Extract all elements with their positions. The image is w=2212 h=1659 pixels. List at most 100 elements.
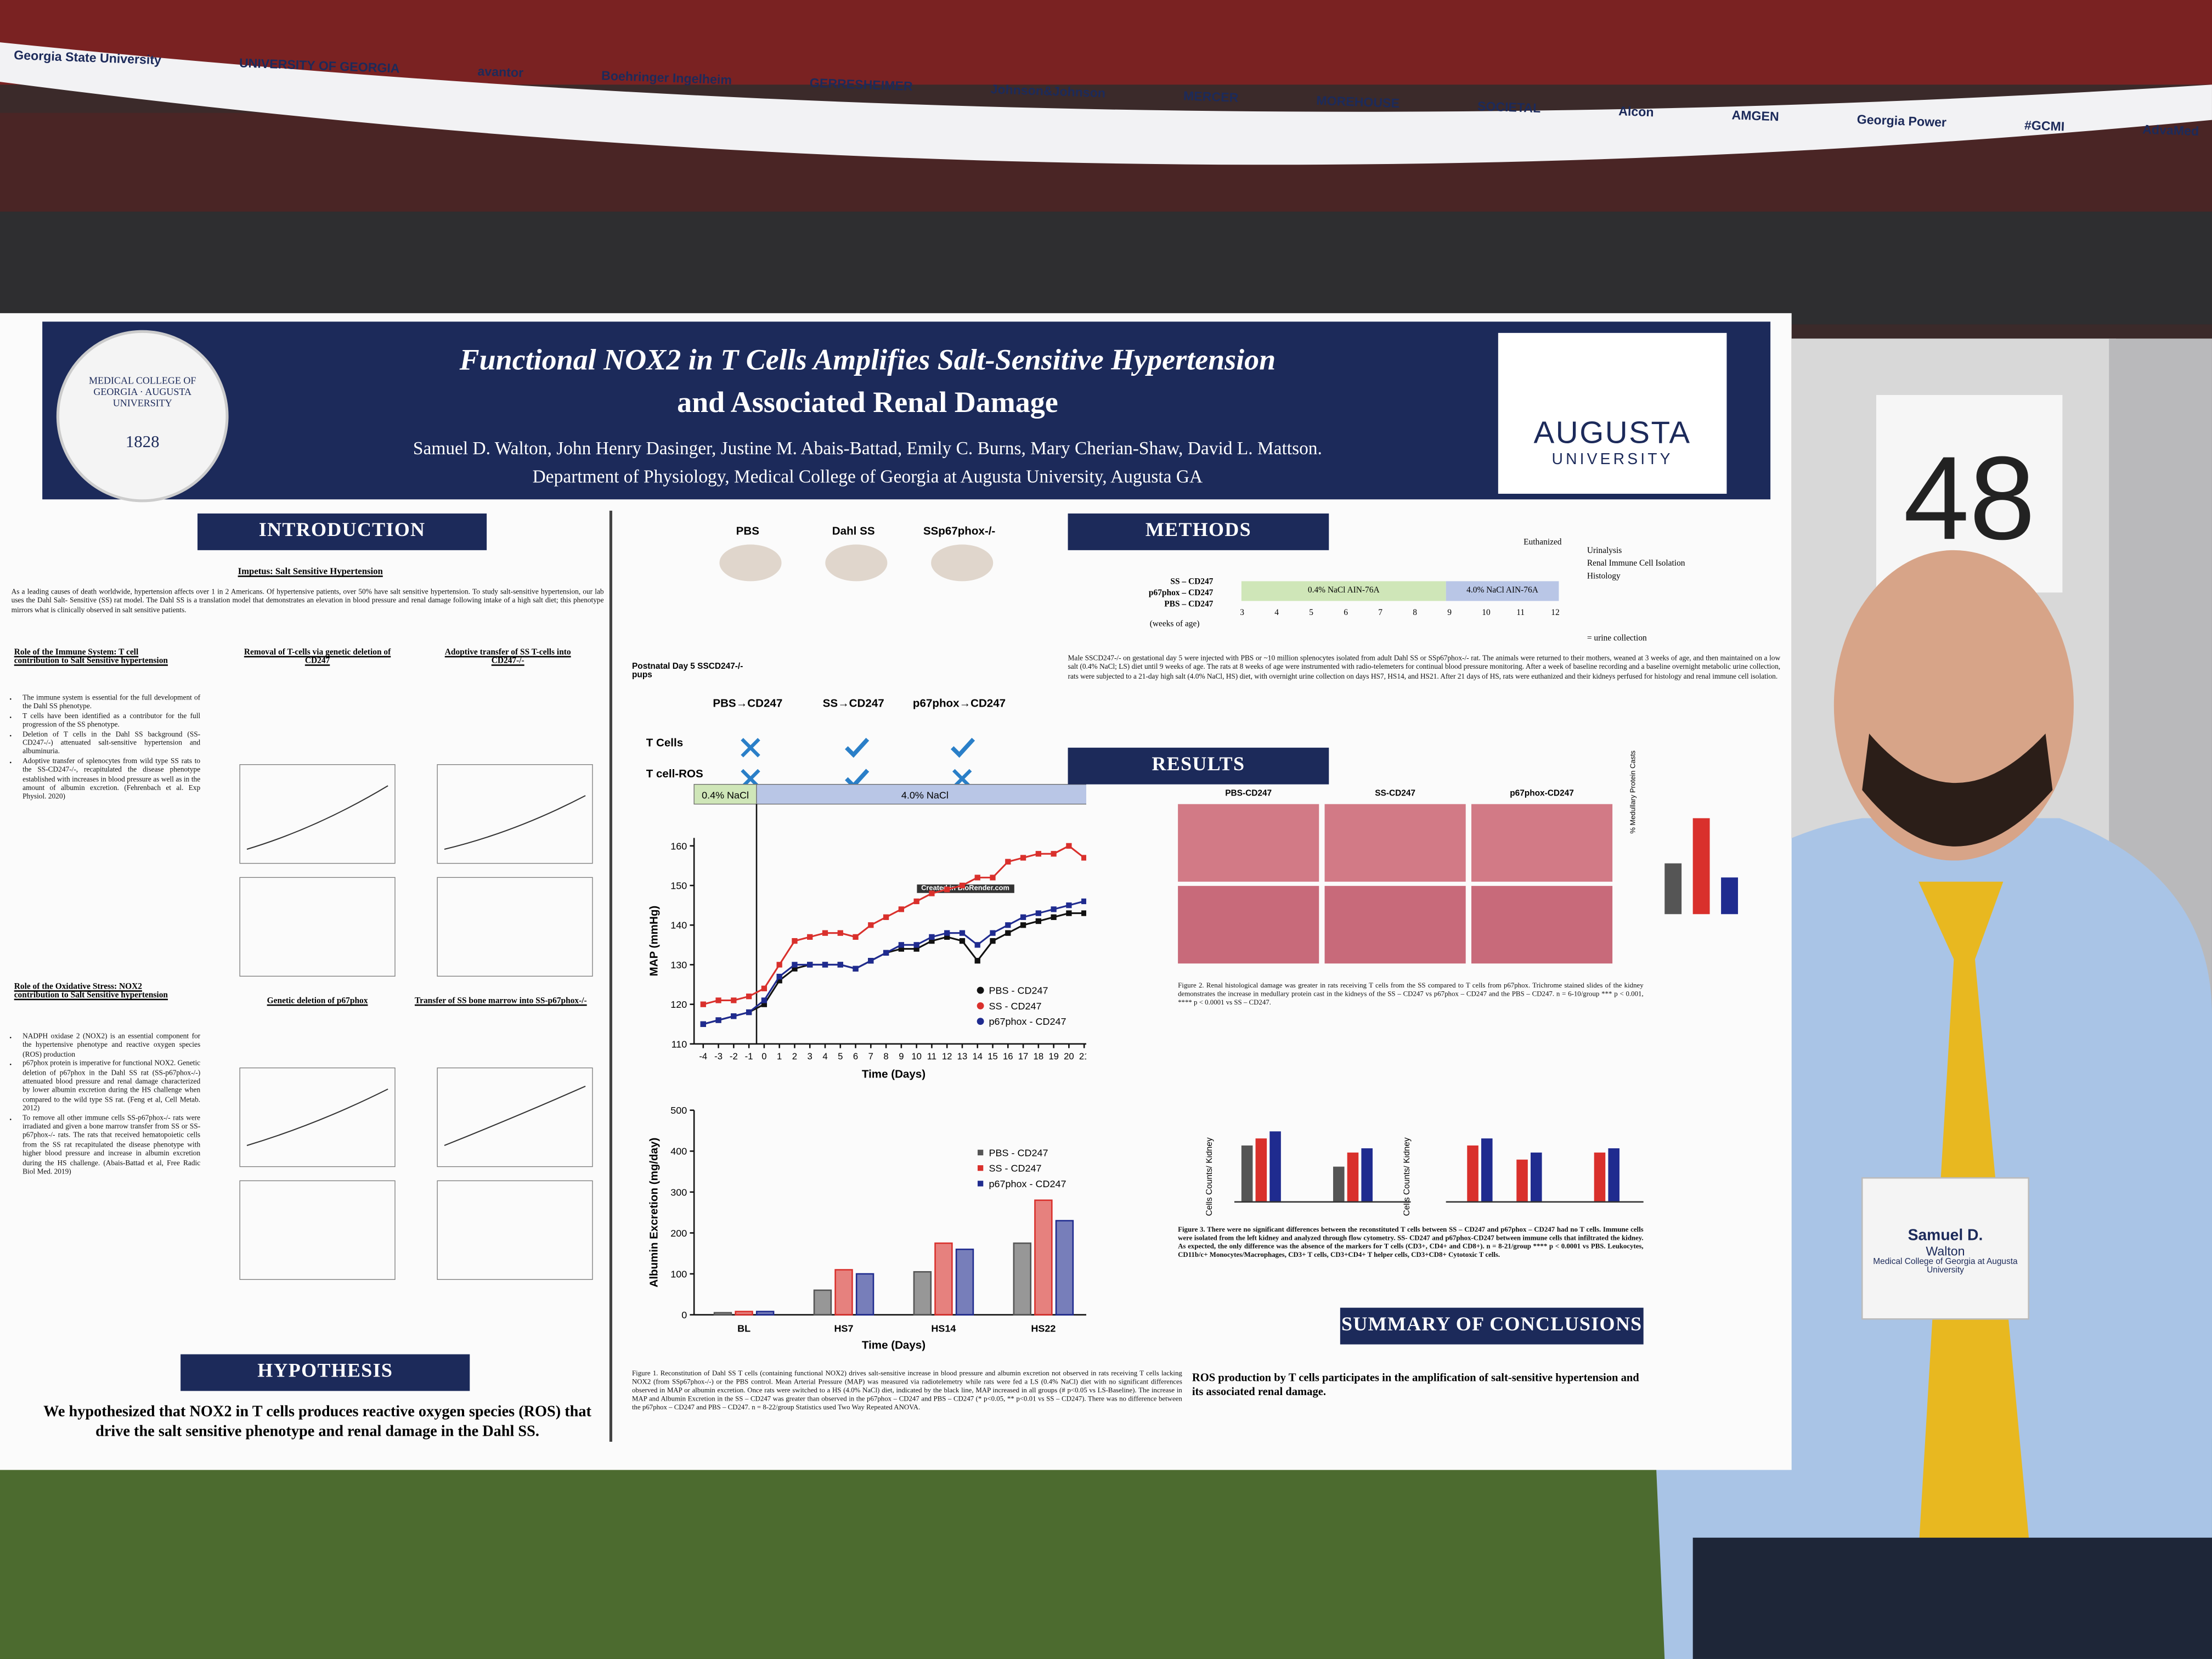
point bbox=[1020, 914, 1026, 920]
recipient-label: PBS→CD247 bbox=[713, 697, 783, 710]
point bbox=[913, 942, 919, 948]
endpoint: Renal Immune Cell Isolation bbox=[1587, 560, 1685, 569]
histo-image bbox=[1324, 804, 1466, 882]
x-tick-label: 3 bbox=[808, 1051, 812, 1062]
point bbox=[1081, 855, 1086, 861]
point bbox=[700, 1001, 706, 1007]
name-badge: Samuel D. Walton Medical College of Geor… bbox=[1865, 1227, 2025, 1275]
point bbox=[944, 930, 950, 936]
group-label: PBS – CD247 bbox=[1164, 601, 1214, 610]
logo-word: AUGUSTA bbox=[1533, 414, 1691, 450]
x-tick-label: -2 bbox=[730, 1051, 738, 1062]
point bbox=[1081, 910, 1086, 916]
point bbox=[1035, 910, 1041, 916]
bar bbox=[1055, 1220, 1074, 1316]
point bbox=[913, 898, 919, 905]
point bbox=[715, 997, 721, 1003]
bar bbox=[813, 1289, 832, 1316]
title-line: and Associated Renal Damage bbox=[677, 385, 1058, 419]
x-tick-label: 12 bbox=[942, 1051, 952, 1062]
bar bbox=[1664, 863, 1682, 915]
point bbox=[974, 942, 980, 948]
y-tick-label: 0 bbox=[681, 1310, 687, 1321]
bar bbox=[735, 1311, 753, 1316]
x-tick-label: 1 bbox=[777, 1051, 782, 1062]
panel-title: Adoptive transfer of SS T-cells into CD2… bbox=[444, 648, 571, 666]
y-tick-label: 160 bbox=[670, 840, 687, 851]
seal-year: 1828 bbox=[125, 431, 160, 452]
title-line: Functional NOX2 in T Cells Amplifies Sal… bbox=[459, 342, 1276, 377]
x-axis-label: Time (Days) bbox=[862, 1068, 926, 1081]
bar bbox=[1013, 1242, 1032, 1316]
x-axis-label: Time (Days) bbox=[862, 1339, 926, 1351]
point bbox=[944, 934, 950, 940]
week-label: 12 bbox=[1551, 609, 1560, 618]
x-tick-label: 18 bbox=[1034, 1051, 1044, 1062]
bar bbox=[755, 1311, 775, 1316]
bullet-list: NADPH oxidase 2 (NOX2) is an essential c… bbox=[12, 1032, 200, 1177]
point bbox=[1005, 922, 1011, 928]
sponsor-logo: Johnson&Johnson bbox=[990, 82, 1106, 100]
point bbox=[913, 946, 919, 952]
week-label: 4 bbox=[1274, 609, 1279, 618]
point bbox=[868, 922, 874, 928]
subheading: Impetus: Salt Sensitive Hypertension bbox=[238, 567, 383, 577]
week-label: 6 bbox=[1344, 609, 1348, 618]
bar bbox=[913, 1271, 932, 1316]
legend-swatch bbox=[977, 1149, 984, 1155]
bullet: T cells have been identified as a contri… bbox=[22, 712, 200, 730]
week-label: 8 bbox=[1413, 609, 1417, 618]
week-label: 10 bbox=[1482, 609, 1491, 618]
point bbox=[929, 938, 935, 944]
point bbox=[944, 887, 950, 893]
sponsor-logo: Georgia State University bbox=[13, 48, 162, 67]
point bbox=[868, 958, 874, 964]
point bbox=[1081, 898, 1086, 905]
sponsor-logo: #GCMI bbox=[2024, 118, 2065, 134]
legend-urine: = urine collection bbox=[1587, 635, 1647, 644]
phase: 4.0% NaCl AIN-76A bbox=[1446, 581, 1559, 601]
x-tick-label: -3 bbox=[714, 1051, 723, 1062]
histo-label: SS-CD247 bbox=[1375, 789, 1415, 799]
histo-image bbox=[1178, 885, 1319, 964]
point bbox=[776, 962, 782, 968]
legend-label: SS - CD247 bbox=[989, 1001, 1042, 1012]
sponsor-logo: SOCIETAL bbox=[1477, 99, 1541, 116]
point bbox=[1020, 855, 1026, 861]
poster-title: Functional NOX2 in T Cells Amplifies Sal… bbox=[240, 338, 1496, 423]
point bbox=[990, 938, 996, 944]
methods-text: Male SSCD247-/- on gestational day 5 wer… bbox=[1068, 654, 1781, 681]
bar bbox=[934, 1242, 953, 1316]
figure-caption: Figure 2. Renal histological damage was … bbox=[1178, 983, 1644, 1007]
x-tick-label: 9 bbox=[899, 1051, 904, 1062]
point bbox=[837, 930, 843, 936]
point bbox=[1066, 902, 1072, 909]
point bbox=[974, 874, 980, 881]
axis-label: % Medullary Protein Casts bbox=[1629, 750, 1638, 834]
pups-label: Postnatal Day 5 SSCD247-/- pups bbox=[631, 663, 743, 680]
point bbox=[959, 882, 966, 889]
point bbox=[959, 938, 966, 944]
x-tick-label: 7 bbox=[868, 1051, 873, 1062]
bullet: Adoptive transfer of splenocytes from wi… bbox=[22, 757, 200, 802]
donor-label: SSp67phox-/- bbox=[923, 524, 996, 538]
badge-first: Samuel D. bbox=[1908, 1227, 1983, 1244]
x-tick-label: 11 bbox=[927, 1051, 936, 1062]
x-tick-label: -1 bbox=[745, 1051, 753, 1062]
point bbox=[822, 930, 828, 936]
point bbox=[776, 978, 782, 984]
point bbox=[822, 962, 828, 968]
check-mark bbox=[845, 737, 870, 758]
x-tick-label: 21 bbox=[1079, 1051, 1086, 1062]
x-tick-label: 16 bbox=[1003, 1051, 1013, 1062]
subheading: Role of the Immune System: T cell contri… bbox=[14, 648, 168, 666]
y-tick-label: 100 bbox=[670, 1268, 687, 1279]
legend-label: p67phox - CD247 bbox=[989, 1016, 1066, 1027]
point bbox=[776, 973, 782, 980]
point bbox=[1035, 851, 1041, 857]
bar bbox=[713, 1312, 732, 1316]
x-tick-label: HS7 bbox=[834, 1323, 854, 1334]
week-label: 5 bbox=[1309, 609, 1313, 618]
y-tick-label: 110 bbox=[672, 1039, 687, 1049]
